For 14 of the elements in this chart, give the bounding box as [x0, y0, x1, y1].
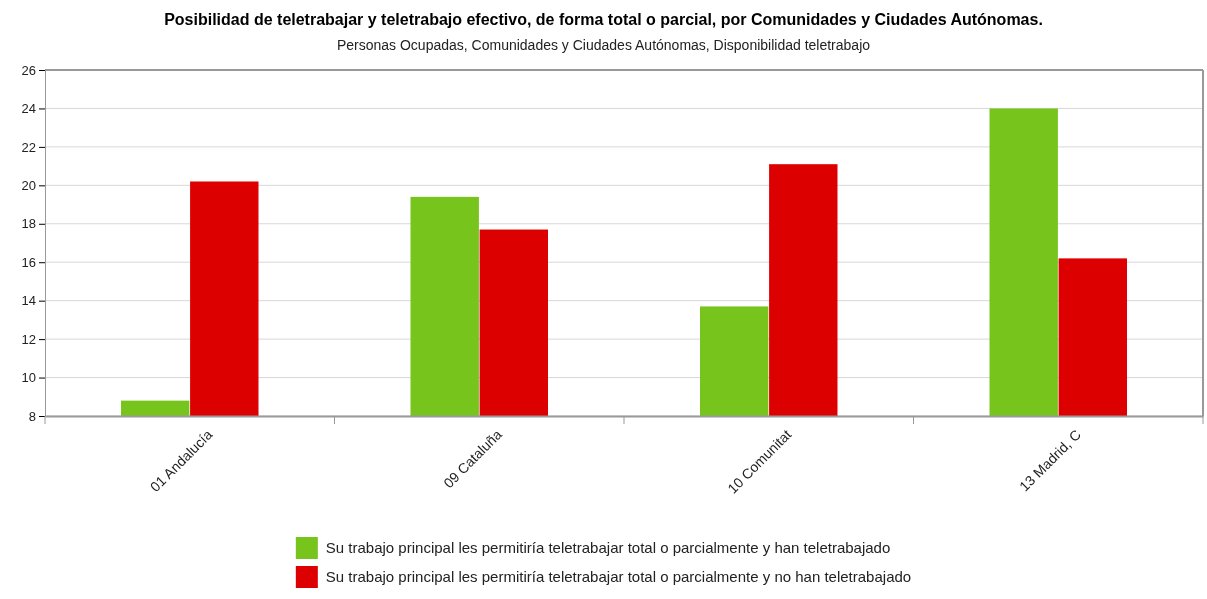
y-tick-label: 8 — [28, 408, 36, 424]
y-tick-label: 18 — [21, 216, 36, 232]
y-tick-label: 10 — [21, 370, 36, 386]
y-tick-label: 14 — [21, 293, 36, 309]
y-tick-label: 22 — [21, 139, 36, 155]
y-tick-label: 12 — [21, 331, 36, 347]
chart-subtitle: Personas Ocupadas, Comunidades y Ciudades Autónomas, Disponibilidad teletrabajo — [336, 37, 871, 53]
y-tick-label: 20 — [21, 177, 36, 193]
y-tick-label: 16 — [21, 254, 36, 270]
y-tick-label: 24 — [21, 101, 36, 117]
y-tick-label: 26 — [21, 62, 36, 78]
chart-title: Posibilidad de teletrabajar y teletrabajo efectivo, de forma total o parcial, por Comunidades y Ciudades Autónomas. — [164, 11, 1043, 28]
legend-label: Su trabajo principal les permitiría teletrabajar total o parcialmente y han teletrabajado — [325, 539, 891, 556]
legend-label: Su trabajo principal les permitiría teletrabajar total o parcialmente y no han teletrabajado — [325, 568, 912, 585]
